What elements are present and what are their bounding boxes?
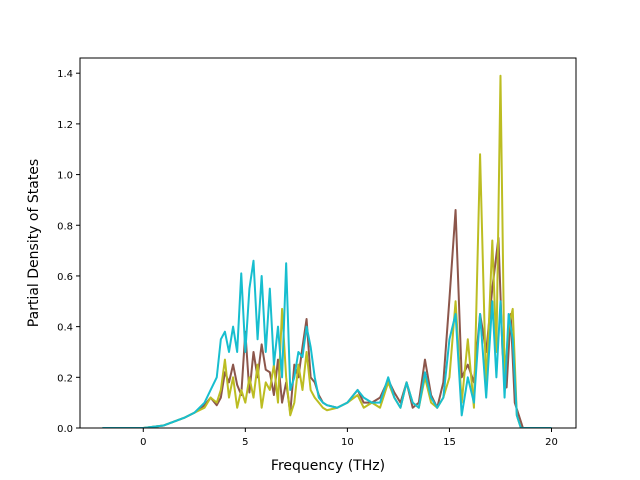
x-axis-label: Frequency (THz)	[271, 458, 385, 474]
y-tick-label: 0.0	[57, 424, 73, 435]
series-layer	[102, 74, 552, 428]
y-tick-label: 1.2	[57, 120, 73, 131]
y-tick-label: 0.6	[57, 272, 73, 283]
y-tick-label: 0.4	[57, 323, 73, 334]
x-tick-label: 15	[443, 437, 456, 448]
series-line-2	[102, 74, 552, 428]
y-tick-label: 1.0	[57, 171, 73, 182]
y-tick-label: 1.4	[57, 69, 73, 80]
series-line-3	[102, 259, 552, 428]
plot-frame	[79, 57, 577, 429]
x-tick-label: 5	[242, 437, 248, 448]
y-axis-label: Partial Density of States	[26, 159, 42, 327]
y-tick-label: 0.2	[57, 373, 73, 384]
y-tick-label: 0.8	[57, 221, 73, 232]
x-ticks: 0 5 10 15 20	[140, 428, 558, 448]
x-tick-label: 20	[545, 437, 558, 448]
x-tick-label: 0	[140, 437, 146, 448]
x-tick-label: 10	[341, 437, 354, 448]
y-ticks: 0.0 0.2 0.4 0.6 0.8 1.0 1.2 1.4	[57, 69, 80, 435]
